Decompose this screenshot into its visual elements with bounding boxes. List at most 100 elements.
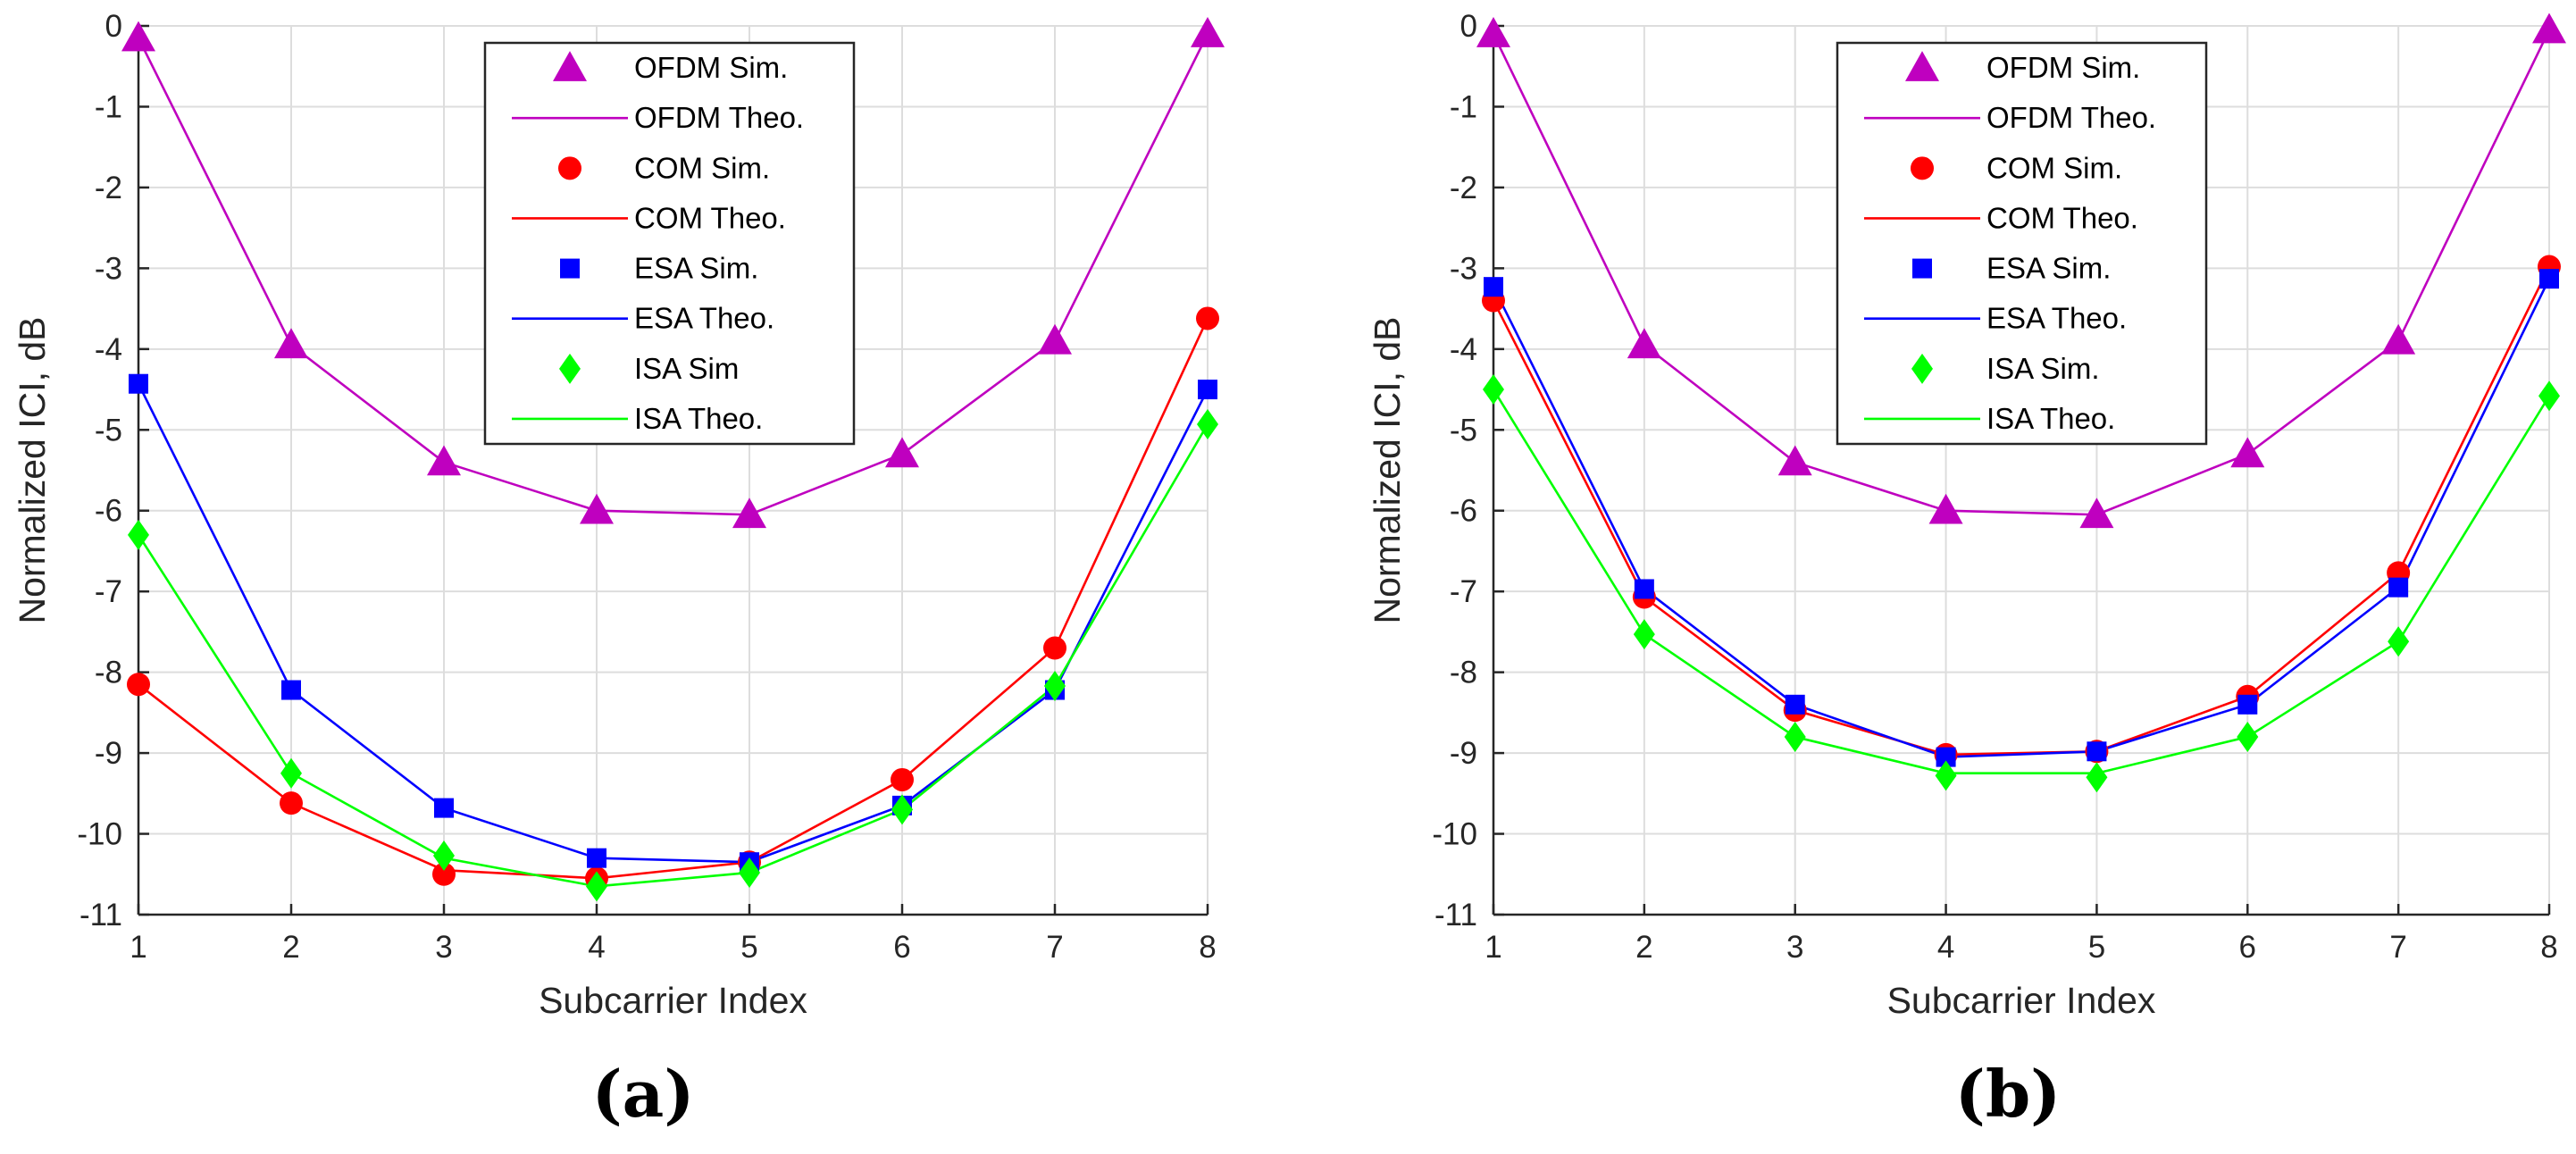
data-point xyxy=(280,791,303,815)
data-point xyxy=(1627,328,1661,359)
y-tick-label: -6 xyxy=(1450,494,1477,529)
y-tick-label: -4 xyxy=(1450,332,1477,367)
data-point xyxy=(891,767,914,791)
legend-entry: COM Sim. xyxy=(634,151,770,184)
x-tick-label: 5 xyxy=(740,930,757,965)
data-point xyxy=(1038,323,1072,355)
x-tick-label: 6 xyxy=(2239,930,2256,965)
y-tick-label: -10 xyxy=(77,817,122,852)
data-point xyxy=(732,498,766,529)
data-point xyxy=(1633,619,1655,650)
legend-box xyxy=(483,41,856,446)
legend-marker xyxy=(553,51,587,81)
legend-box xyxy=(1836,41,2208,446)
data-point xyxy=(274,328,308,359)
data-point xyxy=(1476,17,1510,47)
data-point xyxy=(587,848,606,868)
legend-entry: COM Sim. xyxy=(1986,151,2122,184)
y-axis-title: Normalized ICI, dB xyxy=(12,316,53,623)
data-point xyxy=(1198,380,1217,400)
series-line xyxy=(137,383,1209,864)
y-tick-label: -2 xyxy=(1450,171,1477,205)
y-tick-label: 0 xyxy=(1460,9,1477,44)
data-point xyxy=(2388,577,2409,598)
y-tick-label: -11 xyxy=(1434,898,1477,932)
series-line xyxy=(1492,389,2551,775)
y-tick-label: -6 xyxy=(95,494,122,529)
series-line xyxy=(1492,278,2551,758)
data-point xyxy=(2237,694,2258,715)
y-tick-label: -5 xyxy=(95,413,122,447)
x-tick-label: 1 xyxy=(130,930,146,965)
panel-label: (b) xyxy=(1955,1056,2061,1132)
data-point xyxy=(2086,762,2108,793)
data-point xyxy=(281,680,301,700)
y-tick-label: -3 xyxy=(95,251,122,286)
data-point xyxy=(427,445,461,476)
legend-entry: ISA Sim xyxy=(634,352,739,385)
x-tick-label: 6 xyxy=(893,930,910,965)
data-point xyxy=(1191,17,1225,47)
legend-marker xyxy=(558,156,581,180)
x-tick-label: 7 xyxy=(1046,930,1063,965)
data-point xyxy=(2532,13,2566,44)
y-axis-title: Normalized ICI, dB xyxy=(1367,316,1408,623)
data-point xyxy=(1785,694,1805,715)
x-tick-label: 8 xyxy=(1199,930,1216,965)
y-tick-label: -1 xyxy=(1450,89,1477,124)
y-tick-label: -2 xyxy=(95,171,122,205)
x-tick-label: 4 xyxy=(1937,930,1954,965)
legend-entry: ISA Sim. xyxy=(1986,352,2100,385)
legend-entry: COM Theo. xyxy=(1986,201,2138,234)
data-point xyxy=(1784,722,1806,752)
series-line xyxy=(138,317,1209,880)
series-line xyxy=(137,423,1209,888)
legend-marker xyxy=(1911,156,1934,180)
data-point xyxy=(1484,277,1503,297)
legend-entry: OFDM Sim. xyxy=(1986,51,2140,84)
series-line xyxy=(137,33,1209,516)
legend-entry: ESA Sim. xyxy=(1986,252,2111,285)
data-point xyxy=(1634,579,1654,599)
series-line xyxy=(1492,265,2551,757)
panel-a: 1 2 3 4 5 6 7 8 0 -1 -2 -3 -4 -5 -6 -7 -8 -9 -10 -11 Subcarr… xyxy=(12,9,1225,1132)
x-tick-label: 2 xyxy=(282,930,299,965)
y-tick-label: -4 xyxy=(95,332,122,367)
data-point xyxy=(129,373,148,394)
data-point xyxy=(121,21,155,52)
x-tick-label: 2 xyxy=(1635,930,1652,965)
y-tick-label: 0 xyxy=(105,9,122,44)
data-point xyxy=(2087,741,2107,762)
data-point xyxy=(433,840,455,871)
data-point xyxy=(280,757,302,789)
data-point xyxy=(885,437,919,468)
legend-entry: ESA Theo. xyxy=(1986,302,2127,335)
data-point xyxy=(128,519,149,550)
x-tick-label: 7 xyxy=(2389,930,2406,965)
data-point xyxy=(2237,722,2259,752)
data-point xyxy=(2539,269,2559,289)
y-tick-label: -8 xyxy=(1450,656,1477,690)
data-point xyxy=(127,673,150,697)
data-point xyxy=(891,794,913,825)
y-tick-label: -7 xyxy=(1450,574,1477,609)
x-tick-label: 8 xyxy=(2540,930,2557,965)
y-tick-label: -11 xyxy=(79,898,122,932)
data-point xyxy=(1936,747,1956,767)
x-tick-label: 1 xyxy=(1485,930,1501,965)
x-tick-label: 4 xyxy=(588,930,605,965)
legend-marker xyxy=(1905,51,1939,81)
legend-entry: OFDM Theo. xyxy=(1986,101,2156,134)
data-point xyxy=(1197,408,1218,439)
data-point xyxy=(580,493,614,524)
panel-label: (a) xyxy=(592,1056,695,1132)
data-point xyxy=(1483,374,1504,406)
panel-b: 1 2 3 4 5 6 7 8 0 -1 -2 -3 -4 -5 -6 -7 -8 -9 -10 -11 Subcarr… xyxy=(1367,9,2566,1132)
legend-marker xyxy=(559,353,581,384)
data-point xyxy=(2381,323,2416,355)
data-point xyxy=(2230,437,2265,468)
y-tick-label: -3 xyxy=(1450,251,1477,286)
legend-marker xyxy=(1912,258,1932,279)
x-tick-label: 3 xyxy=(435,930,452,965)
